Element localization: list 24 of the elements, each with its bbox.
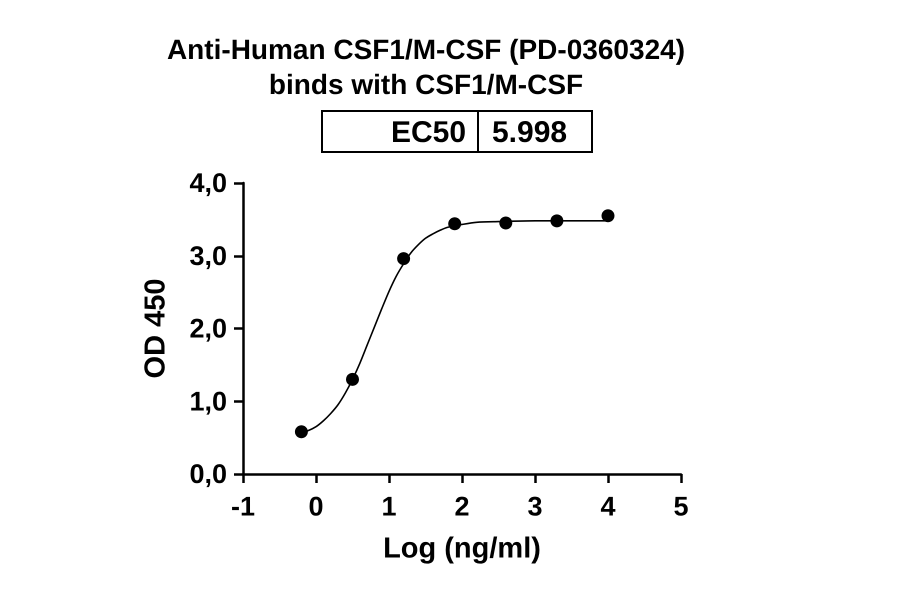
point bbox=[346, 372, 359, 386]
x-tick-label: 2 bbox=[454, 492, 470, 522]
point bbox=[397, 252, 410, 266]
text: 5.998 bbox=[492, 116, 568, 149]
point bbox=[448, 217, 462, 230]
chart-title: Anti-Human CSF1/M-CSF (PD-0360324) binds with CSF1/M-CSF bbox=[166, 34, 686, 100]
x-tick-label: 1 bbox=[381, 492, 397, 522]
point bbox=[294, 425, 308, 438]
point bbox=[499, 216, 512, 230]
x-tick-label: -1 bbox=[230, 492, 256, 522]
text: EC50 bbox=[390, 116, 466, 149]
y-tick-label: 0,0 bbox=[189, 459, 227, 489]
y-axis-title: OD 450 bbox=[140, 278, 172, 378]
y-tick-label: 3,0 bbox=[189, 240, 227, 271]
x-tick-label: 5 bbox=[673, 492, 689, 522]
y-tick-label: 4,0 bbox=[189, 168, 227, 198]
point bbox=[602, 209, 614, 222]
x-tick-label: 0 bbox=[308, 492, 324, 522]
x-tick-label: 3 bbox=[527, 492, 543, 522]
x-tick-label: 4 bbox=[600, 492, 616, 522]
y-tick-label: 2,0 bbox=[189, 314, 227, 344]
y-tick-label: 1,0 bbox=[189, 386, 227, 416]
x-axis-title: Log (ng/ml) bbox=[383, 532, 541, 564]
point bbox=[550, 214, 564, 228]
